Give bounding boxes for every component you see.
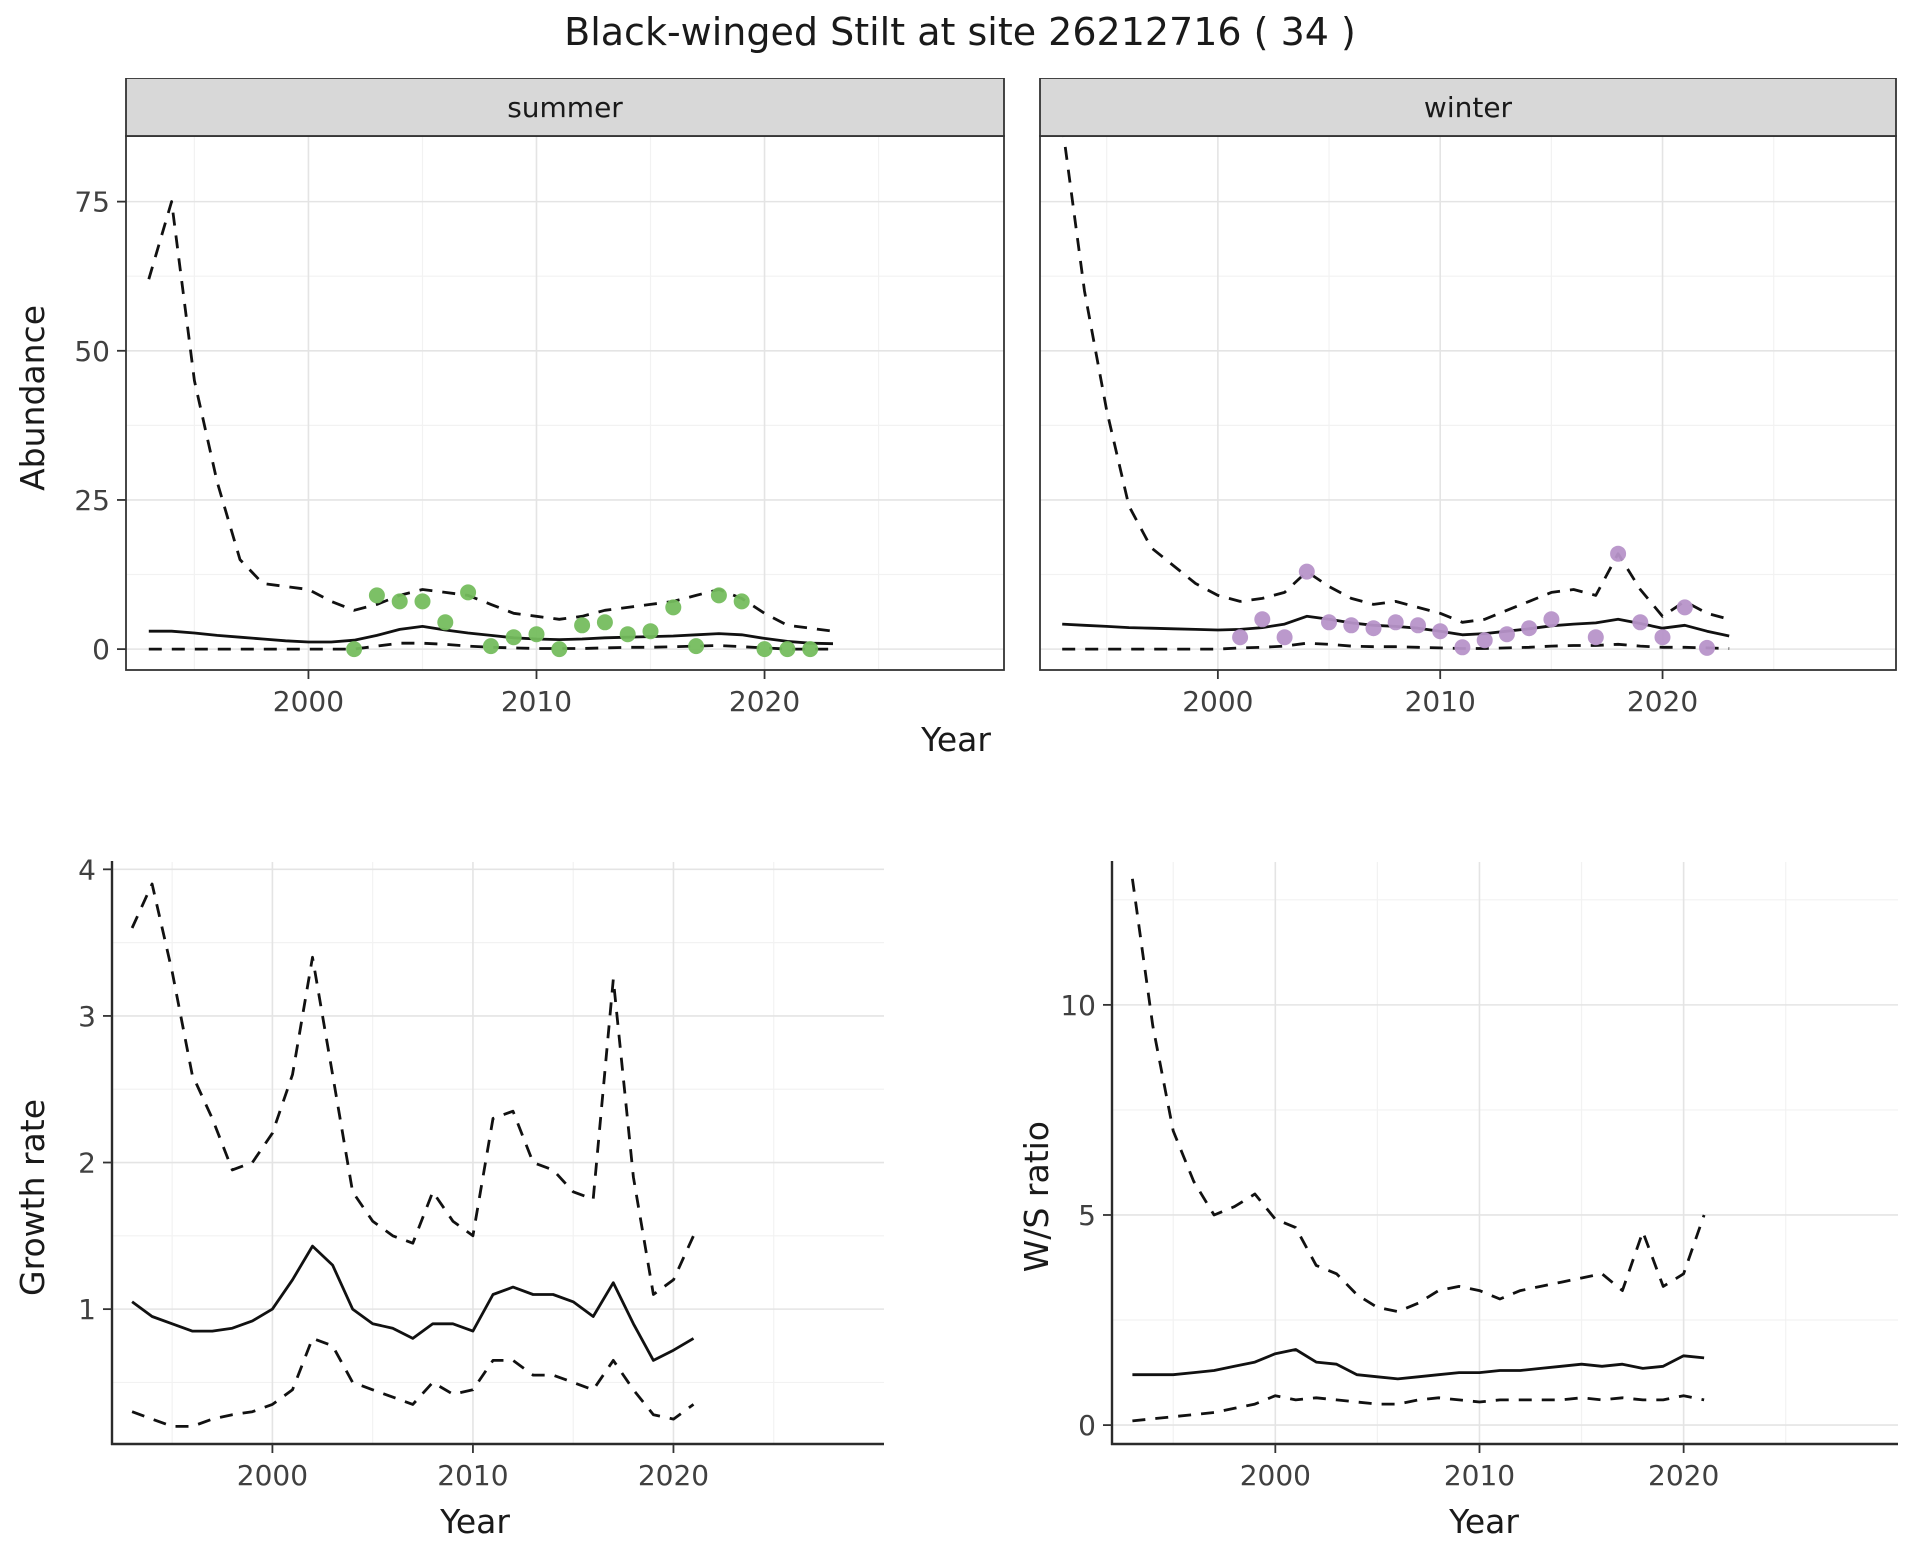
svg-text:summer: summer: [507, 91, 623, 124]
svg-text:5: 5: [1078, 1199, 1096, 1232]
svg-text:2020: 2020: [1648, 1459, 1719, 1492]
svg-text:2020: 2020: [638, 1459, 709, 1492]
growth-rate-block: 2000 2010 2020 1 2 3 4 Year: [56, 850, 894, 1544]
svg-text:2010: 2010: [501, 685, 572, 718]
growth-rate-axis-title-col: Growth rate: [8, 850, 56, 1544]
svg-text:10: 10: [1060, 989, 1096, 1022]
derived-metrics-row: Growth rate 2000 2010 2020 1 2 3 4 Year W/S ra…: [8, 850, 1920, 1544]
facet-gap: [1008, 78, 1038, 718]
svg-text:2010: 2010: [1444, 1459, 1515, 1492]
ws-ratio-chart: 2000 2010 2020 0 5 10: [1060, 861, 1898, 1492]
ws-ratio-axis-title-col: W/S ratio: [1012, 850, 1060, 1544]
svg-text:2010: 2010: [1405, 685, 1476, 718]
svg-text:25: 25: [74, 484, 110, 517]
chart-title: Black-winged Stilt at site 26212716 ( 34…: [564, 10, 1356, 54]
svg-text:50: 50: [74, 335, 110, 368]
growth-rate-chart: 2000 2010 2020 1 2 3 4: [78, 853, 884, 1492]
svg-text:4: 4: [78, 853, 96, 886]
ws-ratio-axis-title: W/S ratio: [1016, 1121, 1056, 1273]
year-axis-title-bottom-left: Year: [440, 1502, 510, 1541]
svg-text:3: 3: [78, 1000, 96, 1033]
svg-text:2000: 2000: [1240, 1459, 1311, 1492]
svg-text:0: 0: [1078, 1409, 1096, 1442]
svg-text:winter: winter: [1424, 91, 1513, 124]
svg-text:2020: 2020: [729, 685, 800, 718]
svg-text:75: 75: [74, 186, 110, 219]
svg-text:2010: 2010: [437, 1459, 508, 1492]
abundance-axis-title-col: Abundance: [8, 78, 56, 718]
year-axis-title-bottom-right: Year: [1449, 1502, 1519, 1541]
bottom-gap: [894, 850, 1012, 1544]
growth-rate-axis-title: Growth rate: [12, 1098, 52, 1296]
year-axis-title-top: Year: [921, 720, 991, 759]
svg-text:2: 2: [78, 1147, 96, 1180]
svg-text:2020: 2020: [1627, 685, 1698, 718]
svg-text:2000: 2000: [1182, 685, 1253, 718]
ws-ratio-block: 2000 2010 2020 0 5 10 Year: [1060, 850, 1908, 1544]
abundance-axis-title: Abundance: [12, 305, 52, 491]
abundance-summer-chart: summer 2000 2010 2020 0 25 50 75: [74, 78, 1005, 718]
svg-text:0: 0: [92, 633, 110, 666]
abundance-facet-row: Abundance summer 2000 2010 2020 0 25 50 75 wint…: [8, 78, 1920, 718]
svg-text:1: 1: [78, 1293, 96, 1326]
svg-text:2000: 2000: [273, 685, 344, 718]
svg-text:2000: 2000: [237, 1459, 308, 1492]
abundance-winter-chart: winter 2000 2010 2020: [1039, 78, 1897, 718]
